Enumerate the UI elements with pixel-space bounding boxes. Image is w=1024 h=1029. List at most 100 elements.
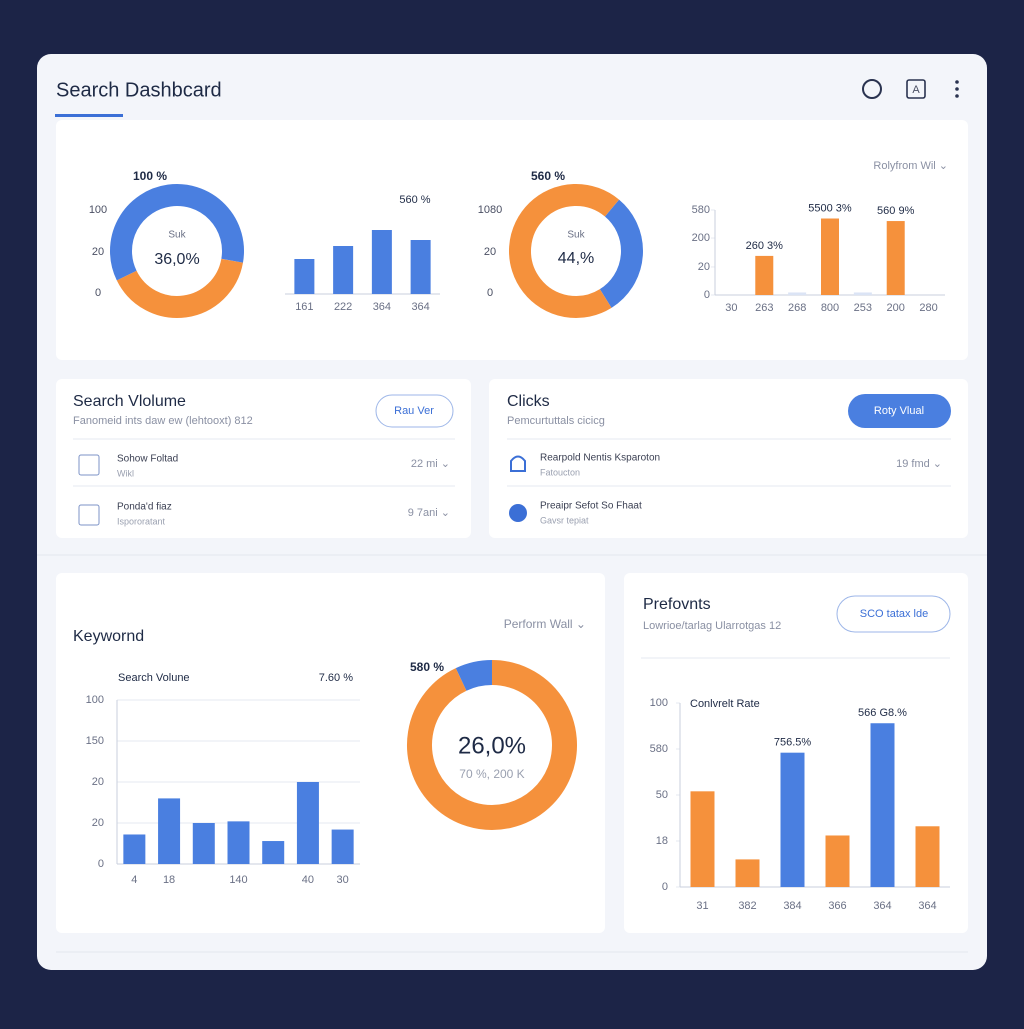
x-tick-label: 30 xyxy=(725,302,737,314)
y-tick-label: 0 xyxy=(704,289,710,301)
card-button-label: Roty Vlual xyxy=(874,405,924,417)
bar xyxy=(123,834,146,864)
card-title: Search Vlolume xyxy=(73,393,186,410)
center-value: 44,% xyxy=(558,250,594,267)
header-underline xyxy=(55,114,123,117)
x-tick-label: 382 xyxy=(738,900,756,912)
dot xyxy=(955,80,959,84)
x-tick-label: 364 xyxy=(873,900,891,912)
annotation: 5500 3% xyxy=(808,202,852,214)
bar xyxy=(755,255,774,295)
bar xyxy=(788,292,807,295)
center-label: Suk xyxy=(168,230,186,241)
bar xyxy=(371,230,392,294)
bar xyxy=(331,829,354,864)
bar xyxy=(780,752,805,887)
item-value[interactable]: 9 7ani ⌄ xyxy=(408,507,450,519)
y-tick-label: 580 xyxy=(692,204,710,216)
center-sub: 70 %, 200 K xyxy=(459,767,524,781)
bar xyxy=(294,259,315,294)
y-tick-label: 200 xyxy=(692,232,710,244)
card-title: Keywornd xyxy=(73,628,144,645)
font-icon[interactable] xyxy=(906,79,926,99)
x-tick-label: 280 xyxy=(919,302,937,314)
bar xyxy=(227,821,250,864)
axis-label: 100 xyxy=(89,204,107,216)
x-tick-label: 268 xyxy=(788,302,806,314)
item-subtitle: Ispororatant xyxy=(117,516,166,526)
x-tick-label: 800 xyxy=(821,302,839,314)
menu-icon[interactable] xyxy=(955,80,959,98)
card-title: Clicks xyxy=(507,393,550,410)
chart-title: 560 % xyxy=(399,194,430,206)
donut-segment xyxy=(599,199,643,308)
y-tick-label: 580 xyxy=(650,743,668,755)
card-button[interactable] xyxy=(848,394,951,428)
x-tick-label: 364 xyxy=(918,900,936,912)
center-label: Suk xyxy=(567,230,585,241)
item-icon xyxy=(78,454,100,476)
bar xyxy=(333,246,354,294)
bar xyxy=(690,791,715,887)
item-title: Ponda'd fiaz xyxy=(117,502,172,513)
item-title: Rearpold Nentis Ksparoton xyxy=(540,453,660,464)
refresh-icon[interactable] xyxy=(862,79,882,99)
chart-title: Conlvrelt Rate xyxy=(690,698,760,710)
axis-label: 20 xyxy=(484,246,496,258)
bar xyxy=(821,218,839,295)
x-tick-label: 364 xyxy=(411,301,429,313)
annotation: 566 G8.% xyxy=(858,707,907,719)
item-subtitle: Wikl xyxy=(117,468,134,478)
axis-label: 20 xyxy=(92,246,104,258)
bar xyxy=(853,292,872,295)
x-tick-label: 30 xyxy=(337,874,349,886)
item-title: Preaipr Sefot So Fhaat xyxy=(540,501,642,512)
font-icon-glyph: A xyxy=(912,84,920,96)
search-volume-card xyxy=(56,379,471,538)
card-button-label: SCO tatax lde xyxy=(860,608,928,620)
donut-segment xyxy=(455,660,493,691)
annotation: 260 3% xyxy=(746,240,784,252)
bar xyxy=(915,826,940,887)
x-tick-label: 384 xyxy=(783,900,801,912)
item-title: Sohow Foltad xyxy=(117,454,178,465)
dot xyxy=(955,94,959,98)
item-subtitle: Gavsr tepiat xyxy=(540,515,589,525)
y-tick-label: 0 xyxy=(98,858,104,870)
item-icon xyxy=(509,504,527,522)
axis-label: 0 xyxy=(487,287,493,299)
x-tick-label: 40 xyxy=(302,874,314,886)
donut-segment xyxy=(110,184,244,281)
x-tick-label: 31 xyxy=(696,900,708,912)
x-tick-label: 366 xyxy=(828,900,846,912)
y-tick-label: 0 xyxy=(662,881,668,893)
item-icon xyxy=(510,455,526,472)
card-button[interactable] xyxy=(836,595,951,633)
dot xyxy=(955,87,959,91)
x-tick-label: 263 xyxy=(755,302,773,314)
bar xyxy=(296,782,319,864)
annotation: 7.60 % xyxy=(319,672,353,684)
item-value[interactable]: 19 fmd ⌄ xyxy=(896,458,942,470)
bar xyxy=(825,835,850,887)
card-subtitle: Fanomeid ints daw ew (lehtooxt) 812 xyxy=(73,415,253,427)
bar xyxy=(886,221,905,295)
bar xyxy=(192,823,215,864)
x-tick-label: 4 xyxy=(131,874,137,886)
chart-title: Search Volune xyxy=(118,672,190,684)
card-filter[interactable]: Perform Wall ⌄ xyxy=(504,617,586,631)
y-tick-label: 50 xyxy=(656,789,668,801)
center-value: 26,0% xyxy=(458,732,526,759)
y-tick-label: 20 xyxy=(698,261,710,273)
card-subtitle: Pemcurtuttals cicicg xyxy=(507,415,605,427)
card-button[interactable] xyxy=(375,394,454,428)
annotation: 560 9% xyxy=(877,205,915,217)
bar xyxy=(735,859,760,887)
item-subtitle: Fatoucton xyxy=(540,467,580,477)
bar xyxy=(158,798,181,864)
item-value[interactable]: 22 mi ⌄ xyxy=(411,458,450,470)
x-tick-label: 253 xyxy=(854,302,872,314)
bar xyxy=(410,240,431,294)
center-value: 36,0% xyxy=(154,251,199,268)
